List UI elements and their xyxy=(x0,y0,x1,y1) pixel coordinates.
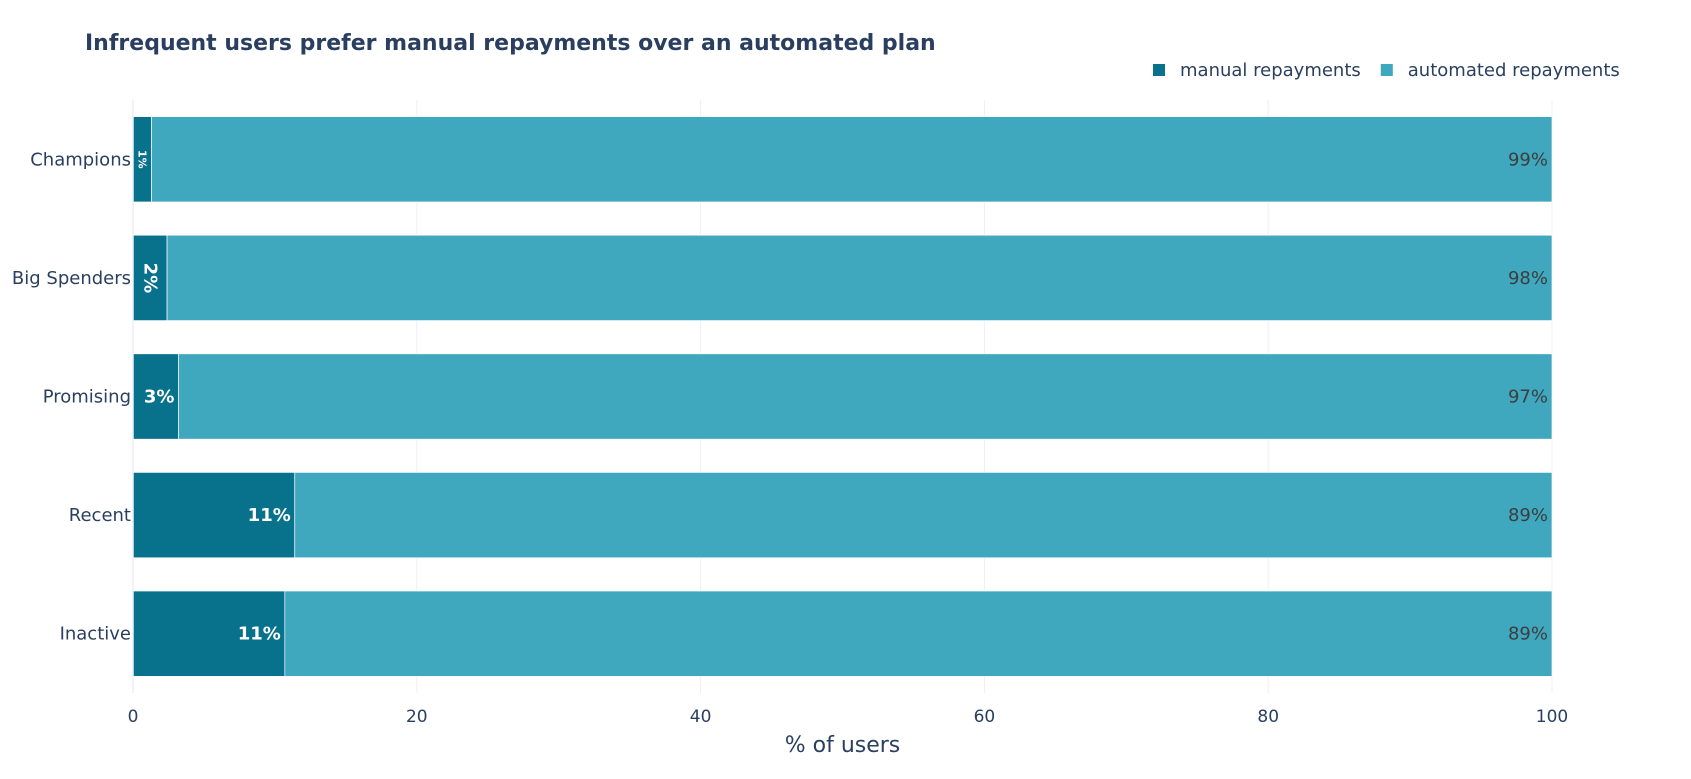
manual-repayments-label: 11% xyxy=(248,505,291,526)
manual-repayments-bar xyxy=(132,472,296,559)
x-tick-label: 0 xyxy=(128,707,139,727)
x-axis-title: % of users xyxy=(785,733,901,758)
automated-repayments-label: 89% xyxy=(1508,505,1548,526)
manual-repayments-label: 3% xyxy=(144,387,175,408)
x-tick-label: 20 xyxy=(406,707,428,727)
y-tick-label: Champions xyxy=(30,149,131,170)
x-tick-label: 80 xyxy=(1257,707,1279,727)
manual-repayments-label: 2% xyxy=(140,263,161,294)
automated-repayments-bar xyxy=(166,234,1553,321)
y-tick-label: Big Spenders xyxy=(12,268,131,289)
y-tick-label: Recent xyxy=(69,505,131,526)
bars xyxy=(132,116,1553,677)
manual-repayments-label: 1% xyxy=(136,150,149,169)
legend-swatch-manual xyxy=(1153,64,1165,76)
manual-repayments-bar xyxy=(132,353,179,440)
legend-label-manual: manual repayments xyxy=(1180,60,1361,81)
x-tick-label: 40 xyxy=(690,707,712,727)
automated-repayments-label: 99% xyxy=(1508,149,1548,170)
manual-repayments-label: 11% xyxy=(238,624,281,645)
automated-repayments-bar xyxy=(151,116,1553,203)
automated-repayments-label: 98% xyxy=(1508,268,1548,289)
automated-repayments-bar xyxy=(178,353,1553,440)
legend-label-automated: automated repayments xyxy=(1408,60,1620,81)
legend: manual repayments automated repayments xyxy=(1153,60,1620,81)
data-labels: 1% 99% 2% 98% 3% 97% 11% 89% 11% 89% xyxy=(136,149,1548,644)
axes: 0 20 40 60 80 100 Champions Big Spenders Promisi… xyxy=(12,100,1568,727)
y-tick-label: Promising xyxy=(43,387,131,408)
chart-title: Infrequent users prefer manual repayment… xyxy=(85,31,936,56)
automated-repayments-bar xyxy=(294,472,1553,559)
automated-repayments-label: 97% xyxy=(1508,387,1548,408)
automated-repayments-label: 89% xyxy=(1508,624,1548,645)
manual-repayments-bar xyxy=(132,590,286,677)
y-tick-label: Inactive xyxy=(60,624,131,645)
x-tick-label: 60 xyxy=(974,707,996,727)
automated-repayments-bar xyxy=(284,590,1553,677)
x-tick-label: 100 xyxy=(1536,707,1568,727)
legend-swatch-automated xyxy=(1380,64,1393,76)
